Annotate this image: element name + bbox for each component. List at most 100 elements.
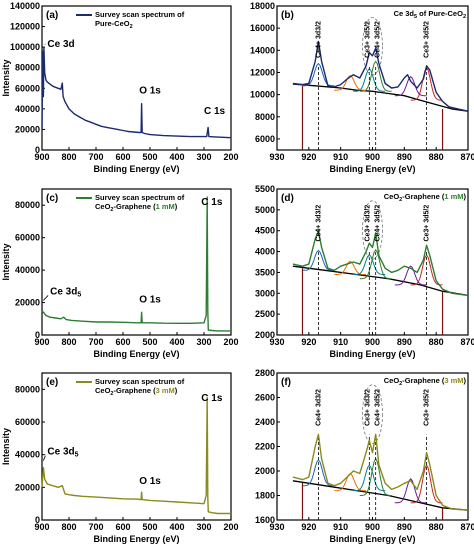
y-tick-label: 2200 [255,442,275,452]
x-tick-label: 870 [460,337,474,347]
x-tick-label: 300 [196,522,211,532]
y-tick-label: 20000 [15,482,40,492]
x-tick-label: 930 [269,337,284,347]
x-tick-label: 200 [223,337,238,347]
spectrum-line [292,40,469,112]
x-tick-label: 200 [223,152,238,162]
legend-part: CeO [95,386,111,395]
x-tick-label: 400 [169,337,184,347]
legend-part: -Graphene ( [113,202,156,211]
fit-component [334,74,367,91]
legend-part: 2 [110,207,113,213]
x-tick-label: 900 [34,522,49,532]
x-tick-label: 800 [61,152,76,162]
x-axis-label: Binding Energy (eV) [93,349,179,359]
y-tick-label: 20000 [15,298,40,308]
peak-annotation: Ce 3d [47,39,74,50]
x-tick-label: 300 [196,152,211,162]
title-part: Ce 3d [394,9,415,18]
panel-label: (b) [281,10,294,21]
y-tick-label: 3000 [255,288,275,298]
peak-label: Ce4+ 3d3/2 [315,205,322,242]
x-tick-label: 500 [142,337,157,347]
x-tick-label: 900 [365,152,380,162]
fit-component [394,477,427,504]
plot-frame [41,188,232,336]
peak-annotation: C 1s [204,106,226,117]
peak-label: Ce3+ 3d3/2 [365,205,372,242]
plot-frame [41,372,232,521]
x-tick-label: 700 [88,522,103,532]
x-tick-label: 800 [61,337,76,347]
peak-annotation: C 1s [201,393,223,404]
peak-annotation: O 1s [139,476,161,487]
legend-line-2: Pure-CeO2 [95,19,133,30]
x-tick-label: 930 [269,152,284,162]
fit-component [302,249,335,271]
legend-part: 3 mM [156,386,175,395]
peak-label: Ce3+ 3d3/2 [365,389,372,426]
y-tick-label: 18000 [250,1,275,11]
peak-ellipse [362,384,383,444]
peak-label: Ce4+ 3d5/2 [374,205,381,242]
x-axis-label: Binding Energy (eV) [329,534,415,544]
x-tick-label: 200 [223,522,238,532]
fit-component [410,464,443,504]
panel-title: CeO2-Graphene (1 mM) [384,192,467,203]
fit-component [302,62,335,87]
plot-frame [276,372,469,521]
y-tick-label: 2600 [255,393,275,403]
x-tick-label: 600 [115,522,130,532]
x-tick-label: 880 [429,152,444,162]
peak-annotation: O 1s [139,85,161,96]
background-line [292,480,469,511]
fit-component [359,60,392,92]
plot-frame [41,5,232,151]
title-part: 2 [399,381,402,387]
legend-line-2: CeO2-Graphene (1 mM) [95,202,178,213]
y-axis-label: Intensity [1,59,11,96]
x-tick-label: 910 [333,337,348,347]
panel-title: CeO2-Graphene (3 mM) [384,376,467,387]
y-tick-label: 2800 [255,368,275,378]
y-tick-label: 140000 [10,1,40,11]
x-axis-label: Binding Energy (eV) [93,164,179,174]
peak-label: Ce4+ 3d3/2 [315,21,322,58]
annotation-arrow [42,455,46,461]
legend-part: -Graphene ( [113,386,156,395]
legend-line-1: Survey scan spectrum of [95,193,185,202]
legend-line-2: CeO2-Graphene (3 mM) [95,386,178,397]
y-tick-label: 0 [35,330,40,340]
y-tick-label: 14000 [250,45,275,55]
panel-d: 930 920 910 900 890 880 870 2000 2500 3000 3500 400… [255,184,474,359]
x-tick-label: 920 [301,522,316,532]
peak-label: Ce4+ 3d5/2 [374,21,381,58]
x-tick-label: 400 [169,152,184,162]
plot-frame [276,5,469,151]
spectrum-line [292,433,469,511]
panel-a: 900 800 700 600 500 400 300 200 0 20000 40000 60000… [1,1,239,174]
y-tick-label: 80000 [15,384,40,394]
spectrum-line [41,196,231,332]
spectrum-line [41,396,231,515]
peak-ellipse [362,17,383,76]
y-tick-label: 1800 [255,491,275,501]
legend-part: 1 mM [156,202,175,211]
x-tick-label: 910 [333,522,348,532]
legend-part: Pure-CeO [95,19,130,28]
plot-frame [276,188,469,336]
peak-annotation: O 1s [139,295,161,306]
y-tick-label: 8000 [255,112,275,122]
y-tick-label: 100000 [10,42,40,52]
x-tick-label: 880 [429,522,444,532]
y-tick-label: 5000 [255,205,275,215]
x-tick-label: 500 [142,522,157,532]
x-axis-label: Binding Energy (eV) [93,534,179,544]
subscript: 5 [75,452,79,459]
spectrum-line [292,230,469,297]
peak-label: Ce4+ 3d5/2 [374,389,381,426]
x-tick-label: 600 [115,152,130,162]
y-tick-label: 4500 [255,226,275,236]
spectrum-line [41,46,232,139]
x-tick-label: 930 [269,522,284,532]
